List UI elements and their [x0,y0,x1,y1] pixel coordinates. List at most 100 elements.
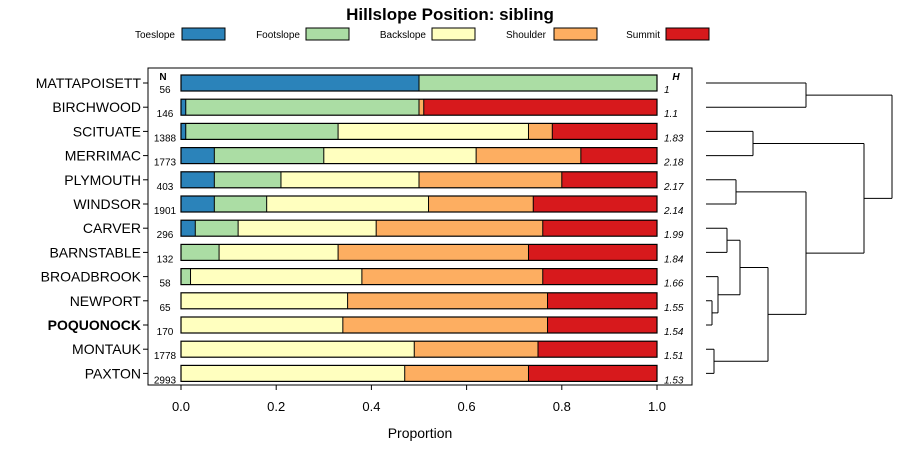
row-label-newport: NEWPORT [70,293,142,309]
h-value-mattapoisett: 1 [664,85,670,96]
h-value-paxton: 1.53 [664,375,684,386]
h-column-header: H [672,72,680,83]
bar-plymouth-shoulder [419,171,562,188]
h-value-scituate: 1.83 [664,133,684,144]
legend-label-footslope: Footslope [256,30,300,41]
n-value-broadbrook: 58 [159,279,171,290]
dendrogram-branch [736,191,807,315]
n-value-merrimac: 1773 [154,158,177,169]
bar-outline-mattapoisett [180,74,658,92]
n-value-windsor: 1901 [154,206,177,217]
bar-carver-summit [542,220,657,237]
h-value-newport: 1.55 [664,303,684,314]
dendrogram-branch [806,94,893,199]
bar-newport-summit [547,292,657,309]
bar-merrimac-footslope [214,147,324,164]
dendrogram-branch [706,179,737,205]
n-value-barnstable: 132 [157,254,174,265]
bar-scituate-summit [552,123,657,140]
bar-newport-shoulder [347,292,548,309]
bar-poquonock-backslope [181,317,343,333]
bar-windsor-summit [533,196,657,212]
plot-area: N H MATTAPOISETT 56 1 BIRCHWOOD 146 1.1 SCITUATE… [36,67,693,414]
dendrogram-branch [706,300,713,326]
legend-swatch-backslope [431,27,476,41]
bar-poquonock-shoulder [342,317,548,333]
n-column-header: N [159,72,166,83]
dendrogram-branch [718,239,741,296]
bar-barnstable-shoulder [338,244,529,261]
x-tick-label: 0.0 [172,399,190,414]
bar-barnstable-footslope [181,244,220,261]
legend-label-summit: Summit [626,30,660,41]
row-label-broadbrook: BROADBROOK [41,269,142,285]
bar-outline-newport [180,292,658,310]
legend: Toeslope Footslope Backslope Shoulder Summit [135,27,710,41]
row-label-windsor: WINDSOR [73,196,141,212]
x-tick-label: 0.2 [267,399,285,414]
bar-outline-merrimac [180,147,658,165]
bar-montauk-summit [538,341,657,358]
x-tick-label: 0.4 [362,399,380,414]
row-label-poquonock: POQUONOCK [48,317,141,333]
dendrogram-branch [706,348,715,374]
n-value-paxton: 2993 [154,375,177,386]
bar-outline-windsor [180,195,658,213]
bar-broadbrook-summit [542,268,657,285]
bar-birchwood-summit [423,99,657,116]
h-value-carver: 1.99 [664,230,684,241]
bar-plymouth-summit [561,171,657,188]
bar-windsor-backslope [266,196,429,212]
h-value-broadbrook: 1.66 [664,279,684,290]
legend-swatch-footslope [305,27,350,41]
h-value-poquonock: 1.54 [664,327,684,338]
bar-birchwood-toeslope [181,99,186,116]
bar-broadbrook-shoulder [361,268,543,285]
bar-barnstable-summit [528,244,657,261]
h-value-montauk: 1.51 [664,351,683,362]
x-axis-title: Proportion [388,425,453,441]
row-label-birchwood: BIRCHWOOD [52,99,141,115]
x-tick-label: 0.6 [458,399,476,414]
dendrogram-branch [706,82,807,108]
bar-broadbrook-backslope [190,268,362,285]
bar-mattapoisett-footslope [419,75,657,91]
bar-outline-broadbrook [180,268,658,286]
bar-mattapoisett-toeslope [181,75,419,91]
h-value-birchwood: 1.1 [664,109,678,120]
legend-swatch-toeslope [181,27,226,41]
bar-windsor-shoulder [428,196,534,212]
row-label-merrimac: MERRIMAC [65,148,141,164]
bar-montauk-backslope [181,341,415,358]
bar-merrimac-summit [580,147,657,164]
n-value-birchwood: 146 [157,109,174,120]
bar-carver-footslope [195,220,239,237]
bar-barnstable-backslope [219,244,339,261]
bar-outline-carver [180,219,658,237]
bar-carver-backslope [238,220,377,237]
bar-outline-scituate [180,122,658,141]
bar-outline-paxton [180,364,658,382]
bar-paxton-shoulder [404,365,529,382]
bar-birchwood-footslope [185,99,419,116]
n-value-mattapoisett: 56 [159,85,171,96]
x-tick-label: 1.0 [648,399,666,414]
bar-outline-plymouth [180,171,658,189]
bar-plymouth-footslope [214,171,281,188]
bar-merrimac-backslope [323,147,477,164]
h-value-barnstable: 1.84 [664,254,684,265]
bar-carver-toeslope [181,220,196,237]
bar-outline-barnstable [180,243,658,261]
bar-outline-poquonock [180,316,658,334]
n-value-newport: 65 [159,303,171,314]
dendrogram-branch [714,267,769,362]
bar-paxton-backslope [181,365,405,382]
legend-swatch-shoulder [553,27,598,41]
dendrogram-branch [706,130,754,157]
dendrogram-branch [706,227,728,253]
h-value-merrimac: 2.18 [663,158,684,169]
bar-birchwood-shoulder [419,99,424,116]
bar-merrimac-toeslope [181,147,215,164]
bar-scituate-shoulder [528,123,553,140]
